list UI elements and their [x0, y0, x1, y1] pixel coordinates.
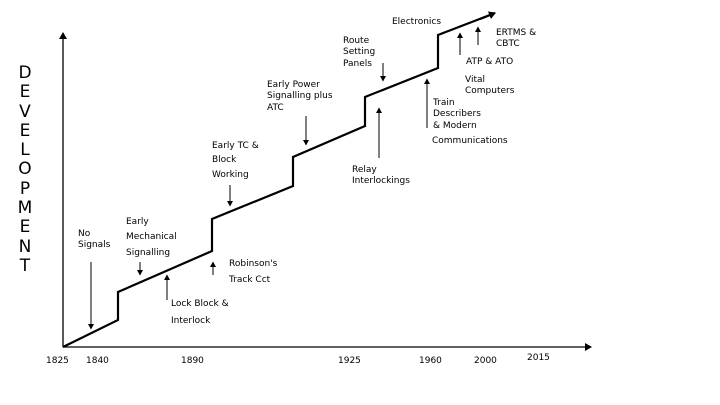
label-atp-ato: ATP & ATO	[466, 57, 514, 67]
development-line	[62, 13, 491, 348]
tick-label-2000: 2000	[474, 356, 497, 366]
label-early-power: Early Power Signalling plus ATC	[267, 80, 333, 113]
label-early-mechanical: Early Mechanical Signalling	[126, 217, 177, 258]
tick-label-2015: 2015	[527, 353, 550, 363]
label-train-describers: Train Describers & Modern	[433, 98, 481, 131]
tick-label-1890: 1890	[181, 356, 204, 366]
tick-label-1825: 1825	[46, 356, 69, 366]
label-vital-computers: Vital Computers	[465, 75, 515, 97]
label-communications: Communications	[432, 136, 508, 146]
tick-label-1840: 1840	[86, 356, 109, 366]
label-no-signals: No Signals	[78, 229, 111, 251]
y-axis-label: DEVELOPMENT	[17, 63, 33, 276]
label-electronics: Electronics	[392, 17, 442, 27]
tick-label-1925: 1925	[338, 356, 361, 366]
tick-label-1960: 1960	[419, 356, 442, 366]
label-early-tc: Early TC & Block Working	[212, 141, 259, 180]
label-robinsons: Robinson's Track Cct	[229, 259, 278, 286]
label-relay: Relay Interlockings	[352, 165, 410, 187]
development-line-arrow	[479, 11, 496, 21]
label-ertms: ERTMS & CBTC	[496, 28, 537, 50]
label-route-setting: Route Setting Panels	[343, 36, 376, 69]
label-lock-block: Lock Block & Interlock	[171, 299, 229, 326]
